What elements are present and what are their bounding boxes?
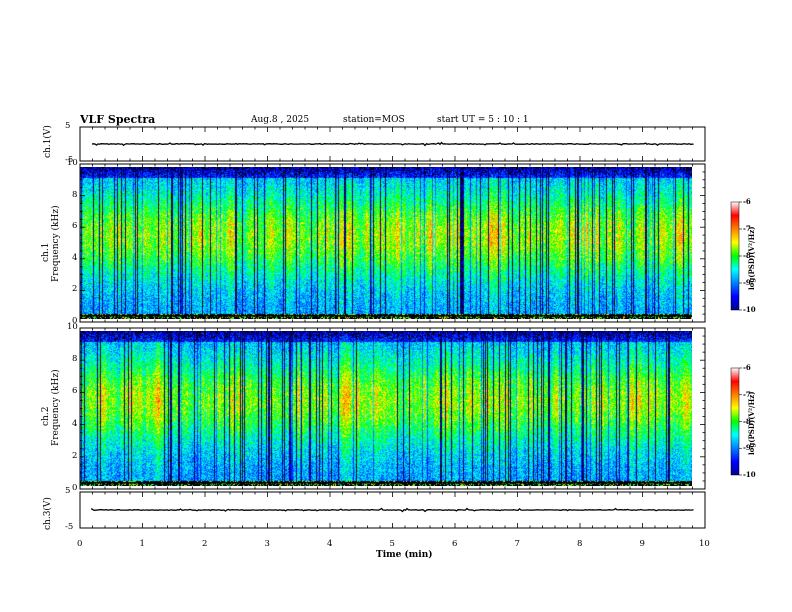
colorbar-tick-label: -7 (743, 389, 751, 399)
colorbar-tick-label: -10 (743, 470, 756, 479)
x-tick-label: 10 (699, 539, 710, 549)
x-tick-label: 6 (452, 539, 458, 549)
y-tick-label: 6 (72, 386, 78, 397)
x-tick-label: 9 (639, 539, 645, 549)
colorbar-tick-label: -8 (743, 416, 751, 426)
y-tick-label: 2 (72, 284, 78, 295)
x-tick-label: 8 (577, 539, 583, 549)
panel-frame-2 (79, 163, 706, 323)
station-label: station=MOS (343, 115, 405, 125)
colorbar-tick-label: -6 (743, 197, 751, 206)
ch2-colorbar (730, 367, 740, 476)
colorbar-tick-label: -7 (743, 224, 751, 233)
colorbar-tick-label: -9 (743, 443, 751, 453)
y-tick-label: 6 (72, 221, 78, 232)
x-tick-label: 4 (327, 539, 333, 549)
x-tick-label: 0 (77, 539, 83, 549)
ch3-waveform-trace (91, 507, 694, 513)
ch3-waveform-ylabel: ch.3(V) (43, 497, 53, 530)
y-tick-label: 5 (65, 121, 71, 131)
y-tick-label: 4 (72, 418, 78, 429)
y-tick-label: 4 (72, 252, 78, 263)
y-tick-label: -5 (65, 155, 74, 165)
y-tick-label: 8 (72, 354, 78, 365)
x-tick-label: 2 (202, 539, 208, 549)
y-tick-label: 8 (72, 189, 78, 200)
colorbar-tick-label: -10 (743, 305, 756, 314)
ch2-spectrogram-freq-label: Frequency (kHz) (51, 369, 61, 446)
colorbar-tick-label: -8 (743, 251, 751, 260)
ch2-spectrogram-ylabel: ch.2 (41, 406, 51, 426)
ch1-spectrogram-image (80, 167, 692, 319)
x-tick-label: 5 (389, 539, 395, 549)
y-tick-label: 10 (67, 158, 78, 168)
y-tick-label: 0 (72, 483, 78, 493)
ch1-waveform-ylabel: ch.1(V) (43, 125, 53, 158)
x-tick-label: 3 (264, 539, 270, 549)
y-tick-label: 10 (67, 322, 78, 332)
ch1-colorbar (730, 201, 740, 311)
panel-frame-3 (79, 327, 706, 490)
date-label: Aug.8 , 2025 (251, 115, 310, 125)
x-tick-label: 7 (514, 539, 520, 549)
figure-title: VLF Spectra (80, 113, 156, 126)
colorbar-tick-label: -6 (743, 363, 751, 372)
y-tick-label: -5 (65, 522, 74, 532)
x-tick-label: 1 (139, 539, 145, 549)
y-tick-label: 5 (65, 486, 71, 496)
colorbar-tick-label: -9 (743, 278, 751, 287)
ch1-spectrogram-ylabel: ch.1 (41, 242, 51, 262)
ch1-spectrogram-freq-label: Frequency (kHz) (51, 205, 61, 282)
y-tick-label: 0 (72, 316, 78, 326)
ch2-spectrogram-image (80, 331, 692, 486)
x-axis-label: Time (min) (376, 550, 433, 560)
start-time-label: start UT = 5 : 10 : 1 (437, 115, 529, 125)
y-tick-label: 2 (72, 450, 78, 461)
ch1-waveform-trace (91, 141, 694, 147)
